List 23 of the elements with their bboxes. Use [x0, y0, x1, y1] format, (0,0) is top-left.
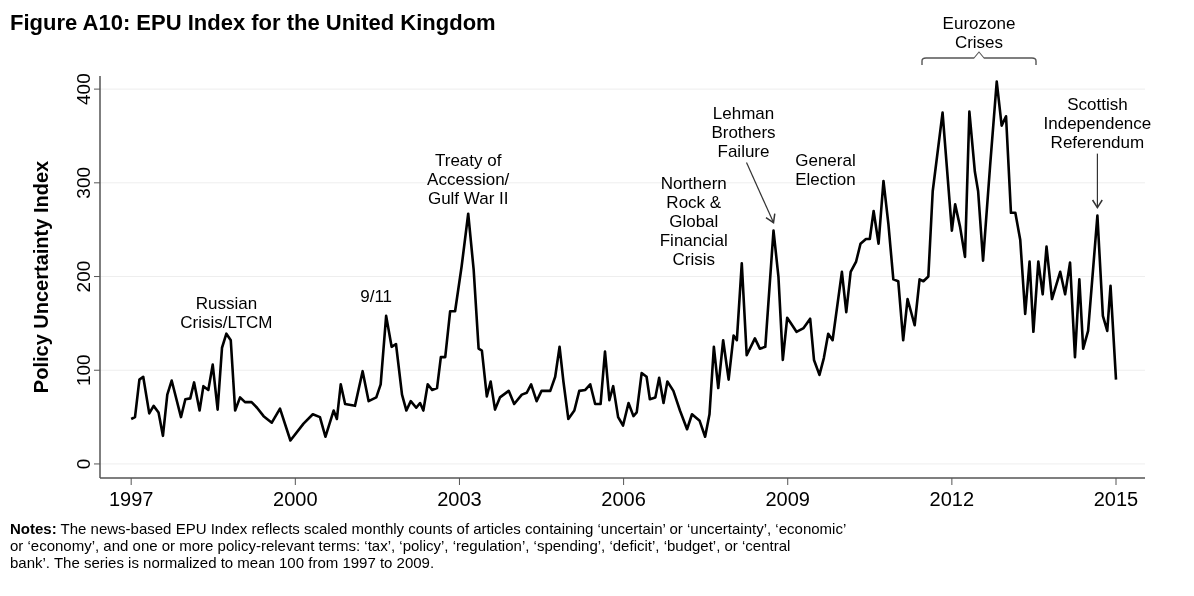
y-tick-label: 0	[73, 458, 94, 470]
annotation: Lehman Brothers Failure	[711, 103, 776, 161]
text: Eurozone Crises	[942, 14, 1016, 52]
y-tick-label: 300	[73, 166, 94, 199]
annotation: Scottish Independence Referendum	[1043, 94, 1152, 152]
y-tick-label: 100	[73, 354, 94, 387]
x-tick-label: 2015	[1093, 488, 1139, 510]
annotation: Russian Crisis/LTCM	[180, 293, 273, 332]
x-tick-label: 2000	[273, 488, 318, 510]
text: Notes: The news-based EPU Index reflects scaled monthly counts of articles containing ‘uncertain’ or ‘uncertainty’, ‘economic’ or ‘economy’, and one or more policy-relevant terms: ‘tax’, ‘policy’, ‘regulation’, ‘spending’, ‘deficit’, ‘budget’, or ‘central bank’. The series is normalized to mean 100 from 1997 to 2009.	[10, 520, 847, 571]
y-axis-title: Policy Uncertainty Index	[30, 160, 52, 394]
y-tick-label: 200	[73, 260, 94, 293]
x-tick-label: 2006	[601, 488, 646, 510]
x-tick-label: 2009	[765, 488, 810, 510]
annotation: Northern Rock & Global Financial Crisis	[659, 174, 728, 270]
annotation: General Election	[795, 150, 856, 189]
chart-title: Figure A10: EPU Index for the United Kingdom	[10, 10, 496, 35]
x-tick-label: 1997	[108, 488, 154, 510]
annotation: 9/11	[360, 286, 393, 306]
x-tick-label: 2012	[929, 488, 975, 510]
y-tick-label: 400	[73, 73, 94, 105]
x-tick-label: 2003	[437, 488, 482, 510]
annotation: Treaty of Accession/ Gulf War II	[427, 150, 510, 208]
